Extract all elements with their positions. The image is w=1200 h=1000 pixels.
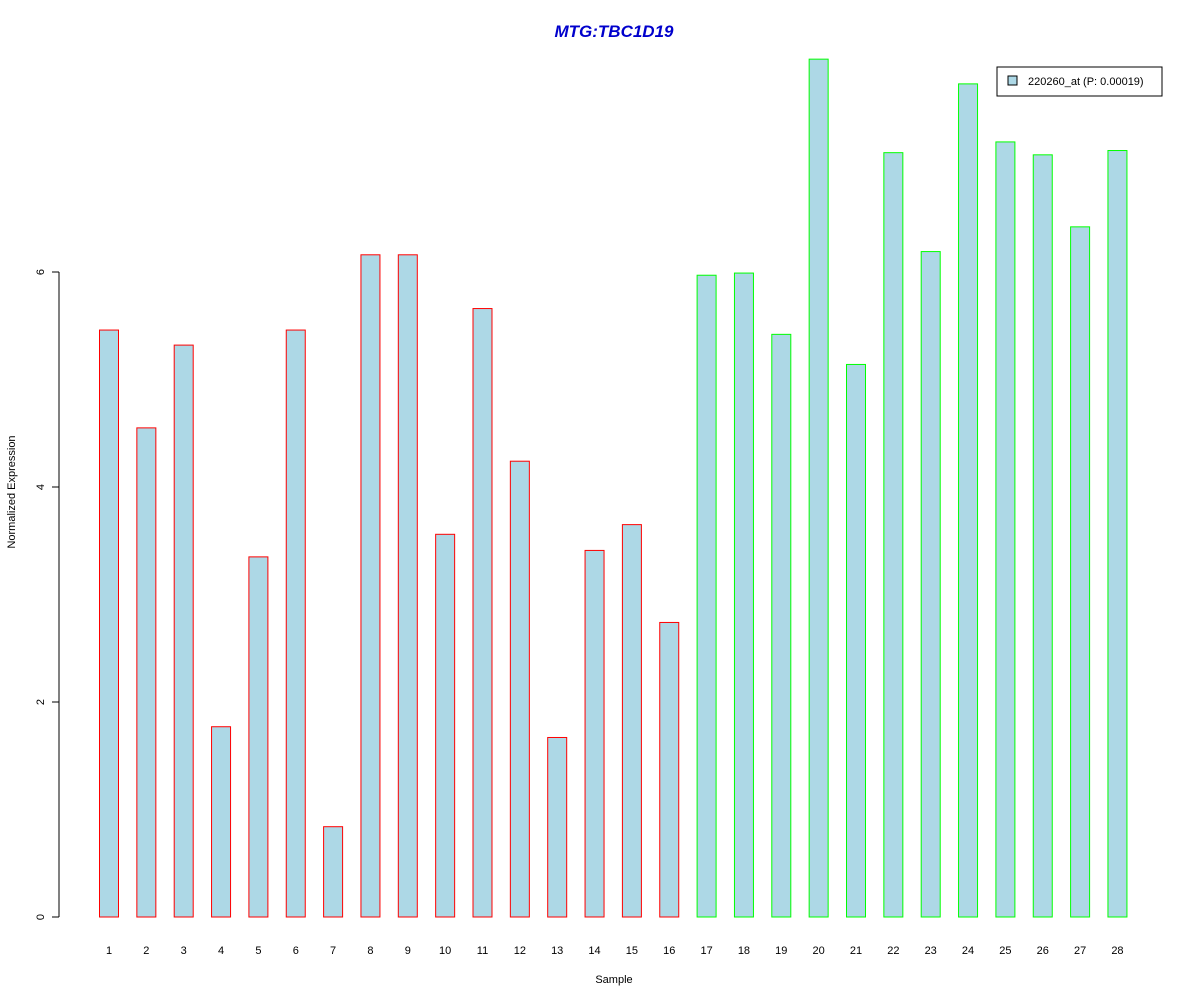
- x-tick-label: 28: [1111, 945, 1123, 957]
- bar-sample-28: [1107, 150, 1128, 918]
- legend-box: [996, 66, 1163, 97]
- legend-label: 220260_at (P: 0.00019): [1028, 76, 1144, 88]
- bar-sample-9: [397, 254, 418, 918]
- bars: [99, 58, 1128, 918]
- x-tick-label: 21: [850, 945, 862, 957]
- bar-sample-14: [584, 549, 605, 918]
- x-tick-label: 7: [330, 945, 336, 957]
- bar-sample-7: [323, 826, 344, 918]
- x-tick-label: 22: [887, 945, 899, 957]
- legend: 220260_at (P: 0.00019): [996, 66, 1163, 97]
- x-tick-label: 15: [626, 945, 638, 957]
- bar-sample-17: [696, 274, 717, 918]
- bar-sample-10: [435, 533, 456, 918]
- bar-sample-5: [248, 556, 269, 918]
- x-tick-label: 8: [367, 945, 373, 957]
- bar-sample-15: [621, 524, 642, 918]
- bar-sample-12: [509, 460, 530, 918]
- x-tick-label: 14: [588, 945, 600, 957]
- bar-sample-24: [958, 83, 979, 918]
- y-tick-label: 0: [35, 914, 47, 920]
- x-tick-label: 12: [514, 945, 526, 957]
- x-tick-label: 26: [1037, 945, 1049, 957]
- bar-sample-23: [920, 251, 941, 918]
- bar-sample-21: [846, 363, 866, 918]
- x-tick-label: 3: [181, 945, 187, 957]
- bar-sample-19: [771, 333, 792, 918]
- bar-sample-22: [883, 152, 904, 918]
- x-tick-label: 4: [218, 945, 224, 957]
- bar-sample-8: [360, 254, 381, 918]
- x-tick-label: 10: [439, 945, 451, 957]
- x-tick-label: 20: [813, 945, 825, 957]
- bar-sample-26: [1032, 154, 1053, 918]
- x-axis-label: Sample: [595, 974, 632, 986]
- x-tick-label: 2: [143, 945, 149, 957]
- bar-sample-1: [99, 329, 119, 918]
- chart-title: MTG:TBC1D19: [554, 22, 674, 41]
- x-tick-labels: 1 2 3 4 5 6 7 8 9 10 11 12 13 14 15 16 17 18 19 20 21 22 23 24 2…: [106, 945, 1124, 957]
- x-tick-label: 9: [405, 945, 411, 957]
- bar-sample-4: [211, 726, 232, 918]
- x-tick-label: 1: [106, 945, 112, 957]
- y-axis: 0 2 4 6: [35, 269, 60, 920]
- bar-sample-27: [1070, 226, 1091, 918]
- bar-sample-6: [285, 329, 306, 918]
- x-tick-label: 24: [962, 945, 974, 957]
- x-tick-label: 5: [255, 945, 261, 957]
- bar-sample-25: [995, 141, 1016, 918]
- bar-sample-18: [733, 272, 754, 918]
- y-tick-label: 2: [35, 699, 47, 705]
- x-tick-label: 23: [925, 945, 937, 957]
- x-tick-label: 16: [663, 945, 675, 957]
- bar-sample-2: [136, 427, 157, 918]
- x-tick-label: 19: [775, 945, 787, 957]
- bar-sample-16: [659, 621, 680, 918]
- bar-sample-3: [173, 344, 194, 918]
- x-tick-label: 27: [1074, 945, 1086, 957]
- x-tick-label: 18: [738, 945, 750, 957]
- x-tick-label: 13: [551, 945, 563, 957]
- x-tick-label: 11: [477, 945, 488, 957]
- legend-swatch: [1007, 75, 1018, 86]
- y-tick-label: 4: [35, 484, 47, 490]
- y-axis-label: Normalized Expression: [6, 435, 18, 548]
- x-tick-label: 25: [999, 945, 1011, 957]
- x-tick-label: 17: [700, 945, 712, 957]
- bar-sample-13: [547, 736, 568, 918]
- y-tick-label: 6: [35, 269, 47, 275]
- bar-sample-20: [808, 58, 829, 918]
- bar-sample-11: [472, 308, 493, 918]
- x-tick-label: 6: [293, 945, 299, 957]
